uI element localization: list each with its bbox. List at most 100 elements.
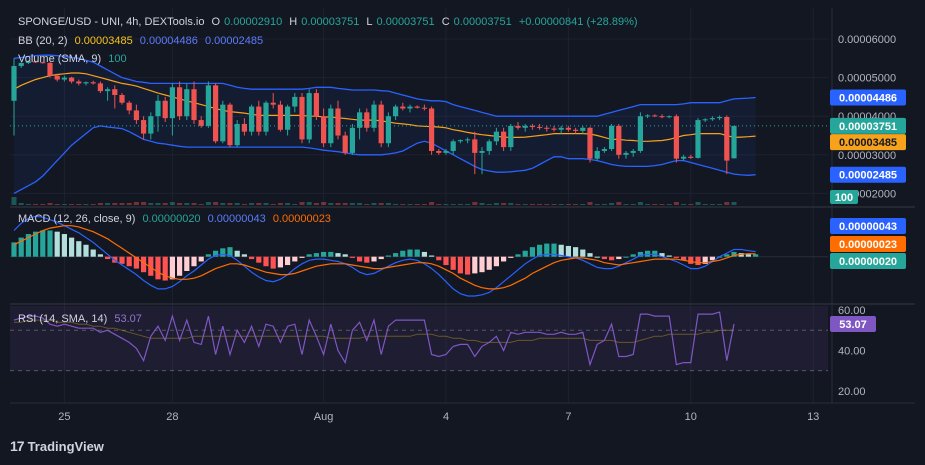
macd-histogram-bar — [457, 256, 463, 274]
macd-legend[interactable]: MACD (12, 26, close, 9) 0.00000020 0.000… — [18, 213, 331, 225]
candle-body — [270, 102, 276, 105]
candle-body — [133, 110, 139, 121]
candle-body — [551, 128, 557, 130]
candle-body — [702, 119, 708, 121]
macd-hist-value: 0.00000020 — [142, 213, 201, 225]
volume-bar — [486, 204, 492, 205]
macd-line-tag: 0.00000043 — [839, 221, 897, 233]
macd-histogram-bar — [256, 256, 262, 263]
candle-body — [393, 106, 399, 117]
volume-bar — [587, 202, 593, 205]
macd-histogram-bar — [97, 254, 103, 257]
macd-histogram-bar — [587, 253, 593, 257]
candle-body — [306, 93, 312, 140]
volume-bar — [717, 204, 723, 205]
macd-histogram-bar — [126, 256, 132, 267]
candle-body — [558, 127, 564, 130]
macd-histogram-bar — [357, 256, 363, 262]
candle-body — [191, 89, 197, 121]
volume-bar — [162, 203, 168, 205]
macd-histogram-bar — [465, 256, 471, 275]
macd-histogram-bar — [105, 256, 111, 260]
volume-bar — [537, 204, 543, 205]
candle-body — [645, 115, 651, 117]
macd-histogram-bar — [263, 256, 269, 267]
bb-fill — [14, 55, 756, 194]
candle-body — [529, 125, 535, 128]
candle-body — [256, 106, 262, 132]
macd-histogram-bar — [731, 251, 737, 257]
macd-histogram-bar — [220, 248, 226, 257]
macd-histogram-bar — [508, 256, 514, 258]
volume-bar — [637, 202, 643, 205]
macd-histogram-bar — [213, 250, 219, 257]
volume-bar — [205, 202, 211, 205]
rsi-tag: 53.07 — [839, 319, 867, 331]
time-axis-tick: 13 — [807, 411, 819, 423]
candle-body — [436, 150, 442, 153]
macd-histogram-bar — [184, 256, 190, 271]
volume-bar — [155, 203, 161, 205]
rsi-value: 53.07 — [114, 313, 142, 325]
volume-legend[interactable]: Volume (SMA, 9) 100 — [18, 53, 127, 65]
volume-bar — [443, 204, 449, 205]
volume-bar — [522, 204, 528, 205]
candle-body — [54, 75, 60, 80]
candle-body — [241, 123, 247, 132]
bollinger-bands — [13, 54, 756, 194]
candle-body — [731, 125, 737, 159]
candle-body — [709, 118, 715, 120]
volume-bar — [529, 204, 535, 205]
macd-histogram-bar — [241, 254, 247, 257]
volume-tag-bg — [830, 190, 858, 204]
candle-body — [220, 104, 226, 142]
volume-bar — [601, 204, 607, 205]
macd-histogram-bar — [695, 256, 701, 266]
volume-bar — [256, 203, 262, 205]
volume-bar — [400, 204, 406, 205]
macd-signal-line — [13, 225, 756, 290]
volume-bar — [25, 204, 31, 205]
macd-histogram-bar — [630, 254, 636, 257]
volume-bar — [666, 204, 672, 205]
macd-histogram-bar — [609, 256, 615, 261]
symbol-title[interactable]: SPONGE/USD - UNI, 4h, DEXTools.io — [18, 16, 205, 28]
macd-histogram-bar — [659, 253, 665, 257]
candle-body — [40, 62, 46, 64]
macd-histogram-bar — [133, 256, 139, 269]
volume-bar — [457, 204, 463, 205]
candle-body — [184, 89, 190, 117]
candle-body — [47, 62, 53, 76]
bb-upper-tag: 0.00004486 — [839, 92, 897, 104]
macd-histogram-bar — [429, 255, 435, 257]
candle-body — [90, 82, 96, 84]
macd-histogram-bar — [177, 256, 183, 276]
candle-body — [342, 135, 348, 153]
candle-body — [198, 120, 204, 126]
volume-bar — [688, 204, 694, 205]
candle-body — [357, 112, 363, 128]
candle-body — [580, 127, 586, 131]
bb-legend[interactable]: BB (20, 2) 0.00003485 0.00004486 0.00002… — [18, 35, 264, 47]
macd-histogram-bar — [450, 256, 456, 270]
macd-line-tag-bg — [830, 218, 906, 234]
tradingview-logo[interactable]: 17 TradingView — [10, 438, 104, 454]
bb-basis-line — [13, 72, 756, 142]
bb-lower-line — [13, 125, 756, 194]
volume-bar — [681, 204, 687, 205]
volume-bar — [450, 204, 456, 205]
rsi-legend[interactable]: RSI (14, SMA, 14) 53.07 — [18, 313, 142, 325]
candle-body — [299, 96, 305, 140]
price-candles[interactable] — [10, 58, 832, 175]
volume-bar — [285, 203, 291, 205]
candle-body — [177, 87, 183, 117]
volume-bar — [241, 204, 247, 205]
candle-body — [666, 116, 672, 118]
volume-bar — [558, 204, 564, 205]
candle-body — [695, 120, 701, 158]
volume-bar — [659, 204, 665, 205]
macd-signal-tag-bg — [830, 236, 906, 252]
volume-bar — [421, 204, 427, 205]
macd-histogram-bar — [285, 256, 291, 266]
